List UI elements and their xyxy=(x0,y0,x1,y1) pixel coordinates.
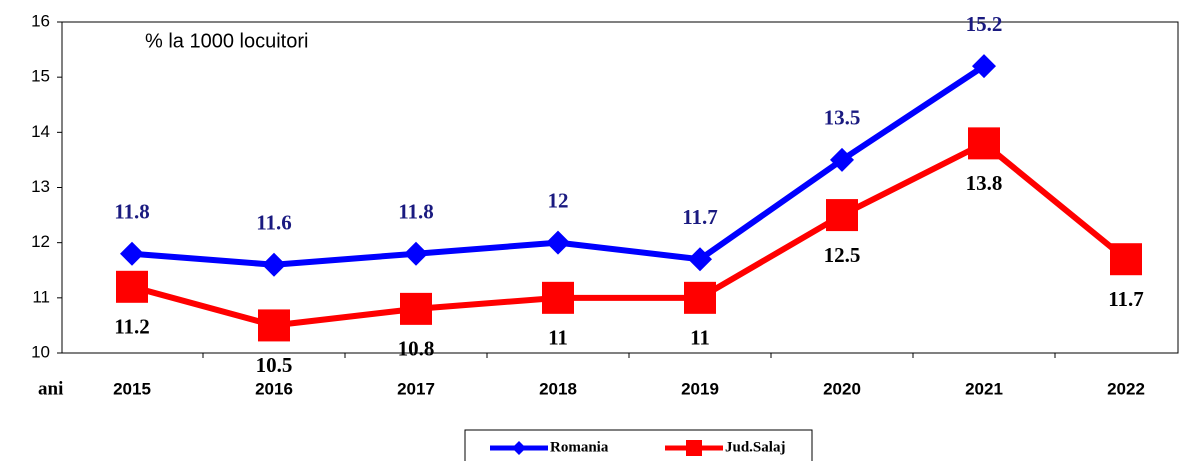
marker xyxy=(258,309,290,342)
data-label: 12 xyxy=(548,188,569,212)
legend-label: Jud.Salaj xyxy=(725,439,785,455)
legend-label: Romania xyxy=(550,439,609,455)
marker xyxy=(968,127,1000,160)
data-label: 11.6 xyxy=(256,211,292,235)
data-label: 12.5 xyxy=(824,243,861,267)
x-tick-label: 2015 xyxy=(113,379,151,398)
x-tick-label: 2022 xyxy=(1107,379,1145,398)
marker xyxy=(546,230,570,255)
x-tick-label: 2021 xyxy=(965,379,1003,398)
y-tick-label: 12 xyxy=(31,232,50,251)
y-tick-label: 15 xyxy=(31,67,50,86)
data-label: 11 xyxy=(690,326,710,350)
y-tick-label: 16 xyxy=(31,11,50,30)
marker xyxy=(1110,243,1142,276)
data-label: 11.8 xyxy=(398,200,434,224)
marker xyxy=(684,281,716,314)
data-label: 11 xyxy=(548,326,568,350)
data-label: 11.7 xyxy=(682,205,718,229)
y-tick-label: 13 xyxy=(31,177,50,196)
marker xyxy=(262,252,286,277)
y-tick-label: 11 xyxy=(32,287,50,306)
data-label: 10.8 xyxy=(398,337,435,361)
marker xyxy=(830,147,854,172)
plot-area xyxy=(61,21,1179,354)
x-axis-label: ani xyxy=(38,378,63,399)
x-tick-label: 2018 xyxy=(539,379,577,398)
series-line xyxy=(131,140,1128,329)
data-label: 11.2 xyxy=(114,315,150,339)
x-tick-label: 2019 xyxy=(681,379,719,398)
legend-marker xyxy=(512,441,526,455)
marker xyxy=(826,199,858,232)
x-tick-label: 2016 xyxy=(255,379,293,398)
x-tick-label: 2017 xyxy=(397,379,435,398)
marker xyxy=(116,270,148,303)
data-label: 11.8 xyxy=(114,200,150,224)
legend-marker xyxy=(686,440,702,456)
data-label: 15.2 xyxy=(966,12,1003,36)
y-tick-label: 14 xyxy=(31,122,50,141)
data-label: 13.8 xyxy=(966,171,1003,195)
data-label: 13.5 xyxy=(824,106,861,130)
y-tick-label: 10 xyxy=(31,342,50,361)
marker xyxy=(404,241,428,266)
data-label: 10.5 xyxy=(256,353,293,377)
data-label: 11.7 xyxy=(1108,287,1144,311)
marker xyxy=(972,54,996,79)
annotation: % la 1000 locuitori xyxy=(145,30,308,52)
x-tick-label: 2020 xyxy=(823,379,861,398)
marker xyxy=(688,247,712,272)
marker xyxy=(542,281,574,314)
marker xyxy=(400,292,432,325)
marker xyxy=(120,241,144,266)
